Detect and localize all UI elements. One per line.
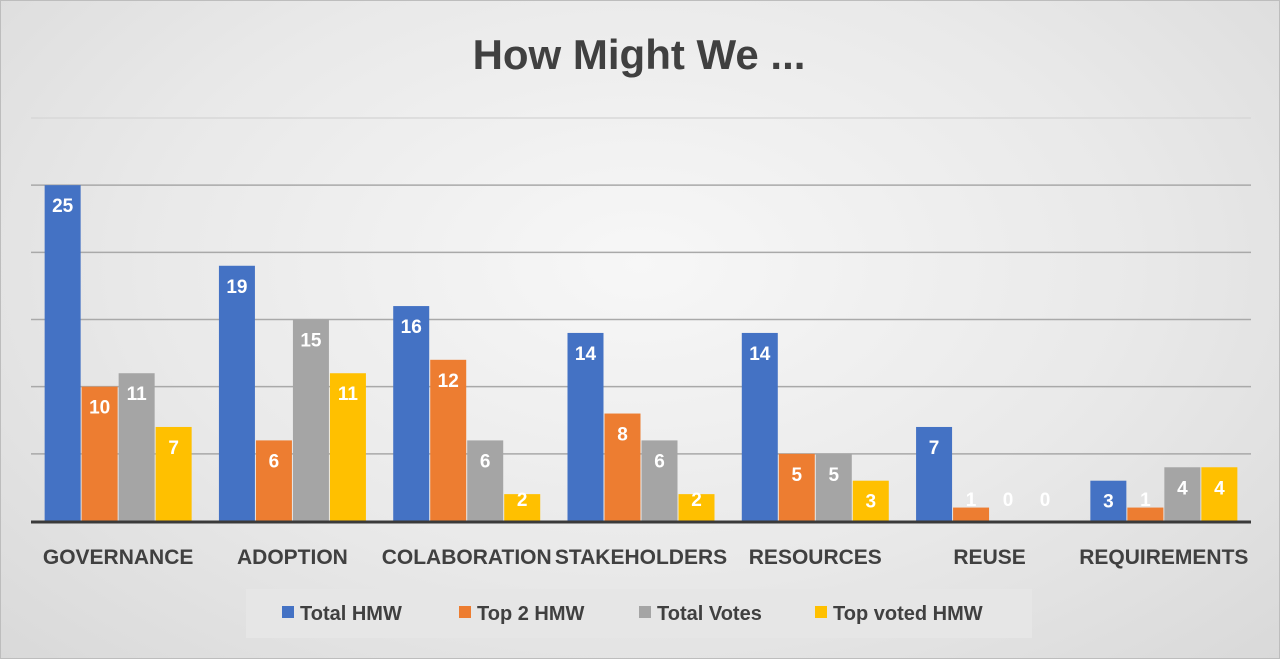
category-label-adoption: ADOPTION	[237, 546, 348, 569]
value-label: 5	[828, 465, 839, 486]
value-label: 14	[575, 344, 597, 365]
bar-total-hmw-governance	[44, 185, 81, 521]
bar-total-votes-governance	[118, 373, 155, 521]
category-label-stakeholders: STAKEHOLDERS	[555, 546, 727, 569]
bar-total-votes-requirements	[1164, 467, 1201, 521]
category-label-governance: GOVERNANCE	[43, 546, 194, 569]
bar-total-votes-adoption	[292, 319, 329, 521]
bar-total-hmw-reuse	[916, 426, 953, 521]
bar-total-votes-resources	[815, 453, 852, 521]
bar-top-voted-hmw-governance	[155, 426, 192, 521]
bar-top-2-hmw-stakeholders	[604, 413, 641, 521]
bar-total-hmw-adoption	[218, 265, 255, 521]
value-label: 6	[654, 451, 665, 472]
bar-total-hmw-resources	[741, 332, 778, 521]
bar-top-2-hmw-reuse	[953, 507, 990, 521]
legend-label-total-votes: Total Votes	[657, 603, 762, 625]
category-label-colaboration: COLABORATION	[382, 546, 552, 569]
x-axis: GOVERNANCE ADOPTION COLABORATION STAKEHOLDE…	[31, 520, 1251, 569]
value-label: 7	[168, 438, 179, 459]
bar-top-2-hmw-resources	[778, 453, 815, 521]
bar-top-voted-hmw-resources	[852, 480, 889, 521]
value-label: 6	[480, 451, 491, 472]
value-label: 14	[749, 344, 771, 365]
value-label: 8	[617, 425, 628, 446]
value-label: 1	[1140, 490, 1151, 511]
bar-top-2-hmw-colaboration	[430, 359, 467, 521]
value-label: 4	[1177, 478, 1188, 499]
category-label-reuse: REUSE	[953, 546, 1025, 569]
bar-total-hmw-requirements	[1090, 480, 1127, 521]
value-label: 6	[269, 451, 280, 472]
legend-swatch-total-hmw	[282, 606, 294, 618]
value-label: 25	[52, 196, 74, 217]
legend-label-total-hmw: Total HMW	[300, 603, 402, 625]
value-label: 3	[865, 492, 876, 513]
legend-label-top-2-hmw: Top 2 HMW	[477, 603, 585, 625]
value-label: 12	[438, 371, 459, 392]
legend-swatch-total-votes	[639, 606, 651, 618]
legend-swatch-top-voted-hmw	[815, 606, 827, 618]
bar-top-voted-hmw-stakeholders	[678, 494, 715, 521]
bar-top-voted-hmw-colaboration	[504, 494, 541, 521]
legend-swatch-top-2-hmw	[459, 606, 471, 618]
value-label: 2	[691, 490, 702, 511]
bar-top-2-hmw-adoption	[255, 440, 292, 521]
value-label: 11	[127, 384, 148, 405]
value-label: 10	[89, 398, 110, 419]
bar-top-voted-hmw-requirements	[1201, 467, 1238, 521]
bars	[44, 185, 1238, 521]
value-label: 3	[1103, 492, 1114, 513]
chart-title: How Might We ...	[473, 31, 806, 78]
value-label: 0	[1003, 490, 1014, 511]
value-label: 16	[401, 317, 422, 338]
value-label: 19	[226, 277, 247, 298]
value-label: 11	[338, 384, 359, 405]
value-label: 5	[791, 465, 802, 486]
bar-total-hmw-colaboration	[393, 306, 430, 521]
gridlines	[31, 117, 1251, 455]
legend: Total HMW Top 2 HMW Total Votes Top voted H…	[246, 589, 1032, 638]
bar-top-voted-hmw-adoption	[329, 373, 366, 521]
value-label: 7	[929, 438, 940, 459]
value-label: 1	[966, 490, 977, 511]
bar-total-votes-colaboration	[467, 440, 504, 521]
bar-total-votes-stakeholders	[641, 440, 678, 521]
value-label: 2	[517, 490, 528, 511]
value-label: 15	[300, 331, 322, 352]
bar-top-2-hmw-requirements	[1127, 507, 1164, 521]
value-label: 4	[1214, 478, 1225, 499]
category-label-resources: RESOURCES	[749, 546, 882, 569]
bar-top-2-hmw-governance	[81, 386, 118, 521]
value-label: 0	[1040, 490, 1051, 511]
legend-label-top-voted-hmw: Top voted HMW	[833, 603, 983, 625]
category-label-requirements: REQUIREMENTS	[1079, 546, 1248, 569]
bar-total-hmw-stakeholders	[567, 332, 604, 521]
